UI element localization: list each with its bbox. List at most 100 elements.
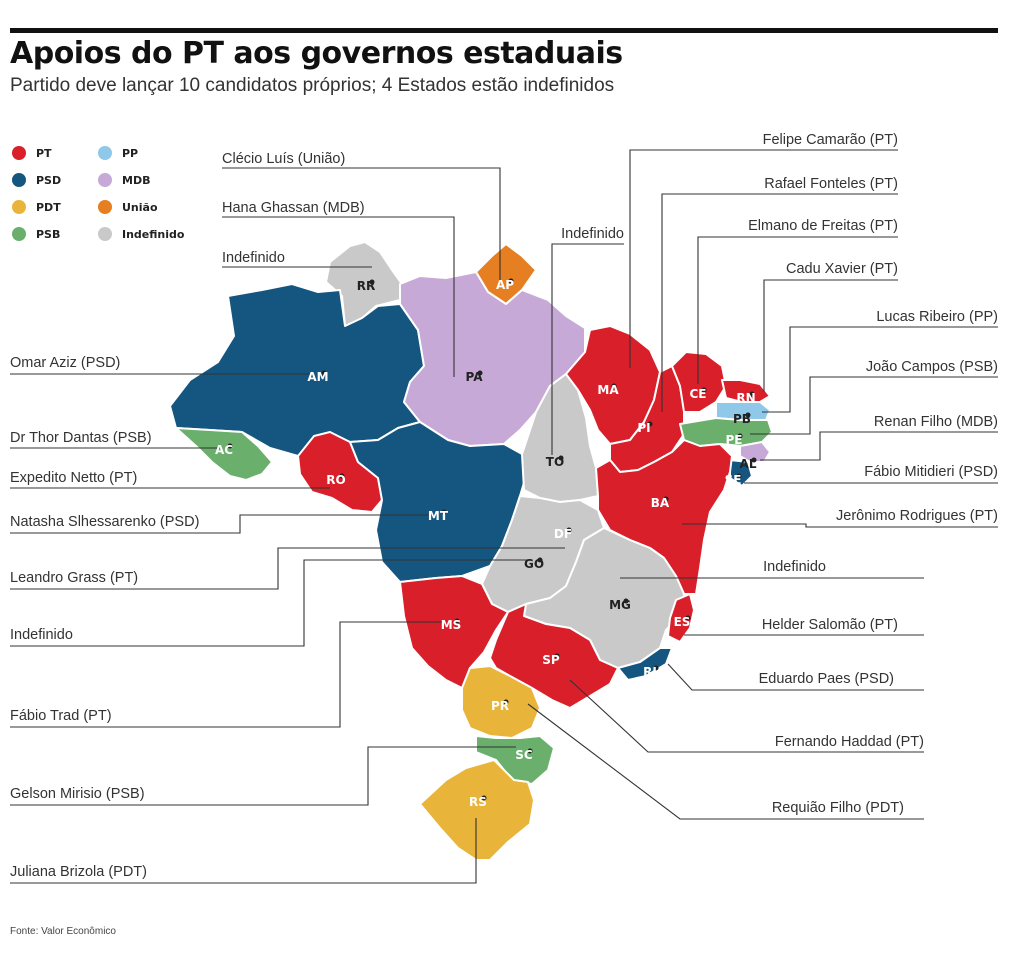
callout-df: Leandro Grass (PT) <box>10 570 138 586</box>
callout-mg: Indefinido <box>763 559 826 575</box>
state-ms <box>399 575 509 689</box>
state-label-ms: MS <box>441 618 462 632</box>
state-label-mt: MT <box>428 509 449 523</box>
state-label-al: AL <box>740 457 757 471</box>
leader-dot-rr <box>369 279 375 285</box>
legend-swatch-psb <box>12 227 26 241</box>
leader-dot-pi <box>647 421 653 427</box>
state-label-ap: AP <box>496 278 514 292</box>
callout-pe: João Campos (PSB) <box>866 359 998 375</box>
leader-dot-ac <box>227 443 233 449</box>
callout-ap: Clécio Luís (União) <box>222 151 345 167</box>
legend-item-psb: PSB <box>12 227 60 241</box>
leader-line-to <box>551 243 624 455</box>
state-ce <box>671 351 727 413</box>
callout-rr: Indefinido <box>222 250 285 266</box>
state-label-pi: PI <box>637 421 650 435</box>
state-label-es: ES <box>674 615 691 629</box>
leader-dot-rn <box>749 391 755 397</box>
leader-dot-rs <box>481 795 487 801</box>
legend-item-uniao: União <box>98 200 158 214</box>
callout-pi: Rafael Fonteles (PT) <box>764 176 898 192</box>
state-label-rs: RS <box>469 795 487 809</box>
legend-item-indefinido: Indefinido <box>98 227 184 241</box>
state-label-rr: RR <box>357 279 375 293</box>
legend-swatch-uniao <box>98 200 112 214</box>
leader-line-ms <box>10 621 443 728</box>
callout-pa: Hana Ghassan (MDB) <box>222 200 365 216</box>
callout-sc: Gelson Mirisio (PSB) <box>10 786 145 802</box>
callout-es: Helder Salomão (PT) <box>762 617 898 633</box>
callout-rj: Eduardo Paes (PSD) <box>759 671 894 687</box>
state-label-rn: RN <box>736 391 755 405</box>
leader-dot-mt <box>441 509 447 515</box>
page-title: Apoios do PT aos governos estaduais <box>10 36 623 71</box>
leader-dot-al <box>751 457 757 463</box>
state-sc <box>475 735 555 785</box>
leader-dot-sp <box>554 653 560 659</box>
callout-ms: Fábio Trad (PT) <box>10 708 112 724</box>
legend-item-psd: PSD <box>12 173 61 187</box>
state-label-sp: SP <box>542 653 560 667</box>
callout-mt: Natasha Slhessarenko (PSD) <box>10 514 199 530</box>
leader-dot-sc <box>527 748 533 754</box>
leader-dot-mg <box>623 598 629 604</box>
legend-label-psb: PSB <box>36 227 61 241</box>
legend-label-pt: PT <box>36 146 52 160</box>
leader-line-pb <box>762 326 998 413</box>
state-label-df: DF <box>554 527 572 541</box>
state-label-rj: RJ <box>643 665 657 679</box>
leader-dot-ap <box>508 278 514 284</box>
state-label-ma: MA <box>597 383 619 397</box>
legend-label-psd: PSD <box>36 173 62 187</box>
leader-line-df <box>10 547 565 590</box>
leader-dot-pa <box>477 370 483 376</box>
state-label-mg: MG <box>609 598 631 612</box>
state-label-sc: SC <box>515 748 533 762</box>
leader-dot-ce <box>701 387 707 393</box>
state-rj <box>617 647 673 681</box>
callout-rn: Cadu Xavier (PT) <box>786 261 898 277</box>
callout-ce: Elmano de Freitas (PT) <box>748 218 898 234</box>
leader-line-pe <box>750 376 998 435</box>
leader-line-go <box>10 559 528 647</box>
leader-line-rj <box>667 663 924 691</box>
callout-pr: Requião Filho (PDT) <box>772 800 904 816</box>
legend-swatch-mdb <box>98 173 112 187</box>
leader-dot-to <box>558 455 564 461</box>
callout-ro: Expedito Netto (PT) <box>10 470 137 486</box>
state-label-am: AM <box>307 370 328 384</box>
state-label-ac: AC <box>215 443 233 457</box>
source-note: Fonte: Valor Econômico <box>10 926 116 937</box>
callout-ba: Jerônimo Rodrigues (PT) <box>836 508 998 524</box>
states-layer <box>169 241 773 861</box>
legend-swatch-psd <box>12 173 26 187</box>
state-pr <box>461 665 541 739</box>
leader-dot-df <box>566 527 572 533</box>
state-rn <box>721 379 771 403</box>
leader-dot-am <box>321 370 327 376</box>
legend-label-pp: PP <box>122 146 139 160</box>
state-label-ce: CE <box>689 387 706 401</box>
state-label-go: GO <box>524 557 544 571</box>
leader-line-rn <box>763 279 898 392</box>
state-label-ro: RO <box>326 473 345 487</box>
leader-dot-pr <box>503 699 509 705</box>
leader-dot-ma <box>611 383 617 389</box>
legend-label-pdt: PDT <box>36 200 61 214</box>
leader-line-ap <box>222 167 501 283</box>
callouts-layer: Indefinido Clécio Luís (União) Hana Ghassa… <box>10 132 998 884</box>
legend-label-mdb: MDB <box>122 173 151 187</box>
state-codes-layer: RR AP AM PA AC RO MT TO MA PI CE RN PB PE AL SE BA DF GO MG… <box>215 278 757 809</box>
leader-dot-ro <box>339 473 345 479</box>
leader-line-al <box>760 431 998 461</box>
leader-dot-es <box>685 615 691 621</box>
leader-dot-pe <box>737 433 743 439</box>
state-al <box>739 441 771 463</box>
leader-line-pr <box>527 703 924 820</box>
leader-line-mt <box>10 514 430 534</box>
legend-swatch-pt <box>12 146 26 160</box>
leader-dot-pb <box>745 412 751 418</box>
state-label-pa: PA <box>466 370 484 384</box>
callout-ac: Dr Thor Dantas (PSB) <box>10 430 152 446</box>
